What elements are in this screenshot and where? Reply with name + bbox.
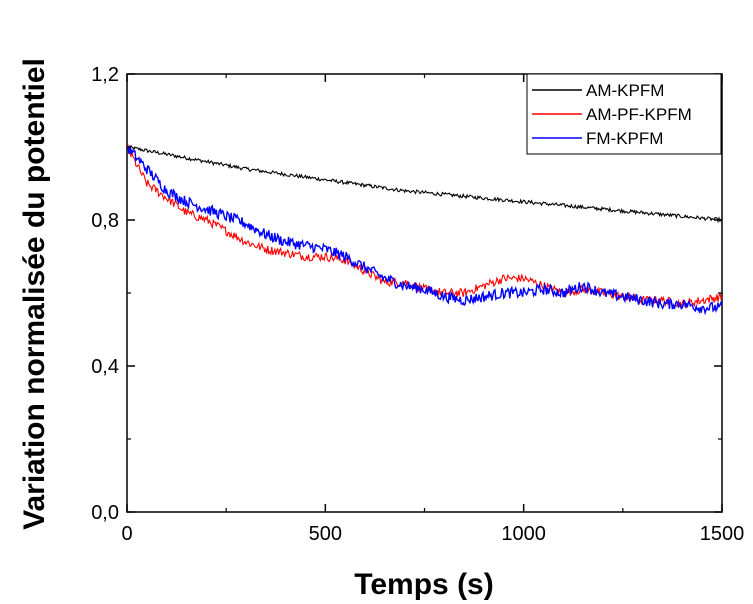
y-tick-label: 0,0 [91,502,119,524]
axis-ticks: 0 500 1000 1500 0,0 0,4 0,8 1,2 [91,64,744,545]
x-tick-label: 1000 [501,523,546,545]
legend-label: AM-PF-KPFM [586,105,692,124]
y-tick-label: 0,4 [91,356,119,378]
legend-label: FM-KPFM [586,129,663,148]
series-line-2 [126,144,723,310]
legend: AM-KPFM AM-PF-KPFM FM-KPFM [526,73,722,155]
legend-label: AM-KPFM [586,81,664,100]
series-layer [126,144,723,316]
series-line-1 [126,145,723,224]
y-axis-title: Variation normalisée du potentiel [18,58,51,530]
x-tick-label: 0 [121,523,132,545]
x-tick-label: 1500 [700,523,745,545]
y-tick-label: 1,2 [91,64,119,86]
x-tick-label: 500 [309,523,342,545]
y-tick-label: 0,8 [91,210,119,232]
series-line-3 [126,145,723,316]
x-axis-title: Temps (s) [354,568,493,601]
